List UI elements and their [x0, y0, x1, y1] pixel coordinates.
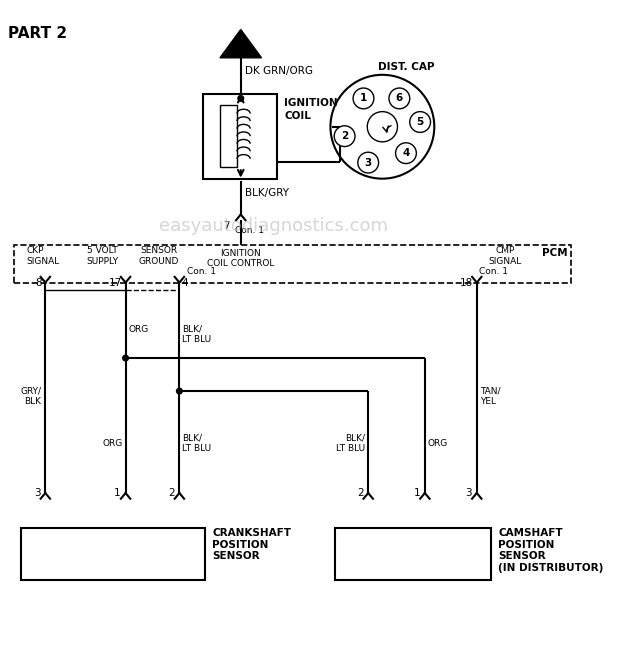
Text: 18: 18	[460, 278, 473, 287]
Circle shape	[353, 88, 374, 109]
Circle shape	[410, 112, 431, 133]
Bar	[14, 245, 571, 283]
Text: 3: 3	[465, 488, 472, 498]
Text: DIST. CAP: DIST. CAP	[378, 62, 434, 72]
Text: PART 2: PART 2	[7, 26, 67, 41]
Text: PCM: PCM	[542, 248, 567, 257]
Text: easyautodiagnostics.com: easyautodiagnostics.com	[159, 217, 388, 235]
Bar	[335, 528, 491, 580]
Text: 6: 6	[396, 94, 403, 103]
Text: 3: 3	[365, 157, 372, 168]
Bar	[203, 94, 277, 179]
Circle shape	[334, 126, 355, 146]
Text: Con. 1: Con. 1	[479, 266, 507, 276]
Text: 5 VOLT
SUPPLY: 5 VOLT SUPPLY	[86, 246, 118, 266]
Text: IGNITION
COIL CONTROL: IGNITION COIL CONTROL	[207, 248, 274, 268]
Text: 2: 2	[341, 131, 348, 141]
Text: BLK/GRY: BLK/GRY	[245, 188, 289, 198]
Bar	[21, 528, 205, 580]
Text: 1: 1	[114, 488, 121, 498]
Text: BLK/
LT BLU: BLK/ LT BLU	[336, 434, 365, 452]
Circle shape	[238, 96, 243, 101]
Text: 1: 1	[413, 488, 420, 498]
Text: 7: 7	[223, 221, 229, 231]
Text: 1: 1	[360, 94, 367, 103]
Text: 17: 17	[109, 278, 122, 287]
Bar	[220, 105, 237, 167]
Text: 2: 2	[168, 488, 175, 498]
Text: ORG: ORG	[129, 325, 149, 334]
Text: A: A	[236, 40, 245, 53]
Text: TAN/
YEL: TAN/ YEL	[480, 386, 500, 406]
Text: CKP
SIGNAL: CKP SIGNAL	[27, 246, 60, 266]
Text: ORG: ORG	[103, 439, 123, 447]
Text: BLK/
LT BLU: BLK/ LT BLU	[182, 325, 211, 344]
Text: 2: 2	[357, 488, 363, 498]
Text: 8: 8	[35, 278, 41, 287]
Circle shape	[396, 143, 417, 164]
Circle shape	[367, 112, 397, 142]
Text: SENSOR
GROUND: SENSOR GROUND	[138, 246, 179, 266]
Text: CMP
SIGNAL: CMP SIGNAL	[488, 246, 522, 266]
Text: CRANKSHAFT
POSITION
SENSOR: CRANKSHAFT POSITION SENSOR	[213, 528, 292, 561]
Text: 4: 4	[402, 148, 410, 158]
Text: GRY/
BLK: GRY/ BLK	[20, 386, 41, 406]
Text: IGNITION: IGNITION	[284, 98, 338, 109]
Circle shape	[389, 88, 410, 109]
Circle shape	[358, 152, 379, 173]
Circle shape	[177, 388, 182, 394]
Text: BLK/
LT BLU: BLK/ LT BLU	[182, 434, 211, 452]
Text: Con. 1: Con. 1	[187, 266, 216, 276]
Polygon shape	[220, 29, 261, 58]
Circle shape	[123, 355, 129, 361]
Text: ORG: ORG	[428, 439, 448, 447]
Text: CAMSHAFT
POSITION
SENSOR
(IN DISTRIBUTOR): CAMSHAFT POSITION SENSOR (IN DISTRIBUTOR…	[499, 528, 604, 573]
Text: 4: 4	[181, 278, 188, 287]
Text: 3: 3	[34, 488, 41, 498]
Text: COIL: COIL	[284, 111, 311, 121]
Text: Con. 1: Con. 1	[235, 226, 264, 235]
Text: 5: 5	[417, 117, 424, 127]
Text: DK GRN/ORG: DK GRN/ORG	[245, 66, 313, 76]
